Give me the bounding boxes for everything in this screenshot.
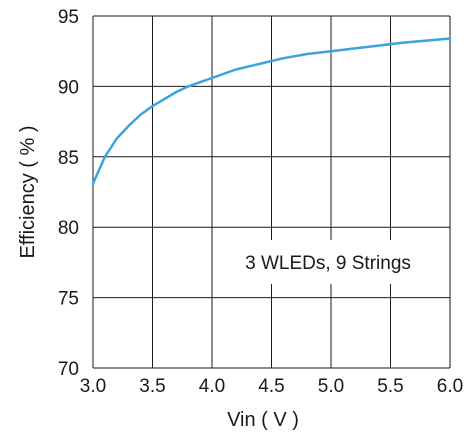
y-tick-label: 80: [58, 218, 79, 239]
grid: [92, 15, 451, 369]
y-tick-label: 95: [58, 7, 79, 28]
y-tick-label: 70: [58, 359, 79, 380]
x-tick-label: 3.0: [80, 376, 106, 397]
tick-labels: 3.0 3.5 4.0 4.5 5.0 5.5 6.0 70 75 80 85 90 95: [58, 7, 463, 397]
x-tick-label: 4.5: [258, 376, 284, 397]
x-tick-label: 4.0: [199, 376, 225, 397]
x-tick-label: 3.5: [139, 376, 165, 397]
y-tick-label: 85: [58, 148, 79, 169]
efficiency-series-line: [91, 37, 452, 185]
x-tick-label: 6.0: [437, 376, 463, 397]
y-axis-label: Efficiency ( % ): [17, 126, 39, 259]
x-tick-label: 5.5: [377, 376, 403, 397]
x-axis-label: Vin ( V ): [227, 409, 299, 431]
x-tick-label: 5.0: [318, 376, 344, 397]
y-tick-label: 75: [58, 289, 79, 310]
annotation-box: 3 WLEDs, 9 Strings: [216, 240, 440, 284]
y-tick-label: 90: [58, 77, 79, 98]
annotation-label: 3 WLEDs, 9 Strings: [245, 253, 411, 274]
series-layer: [91, 37, 452, 185]
annotation-background: [216, 240, 440, 284]
